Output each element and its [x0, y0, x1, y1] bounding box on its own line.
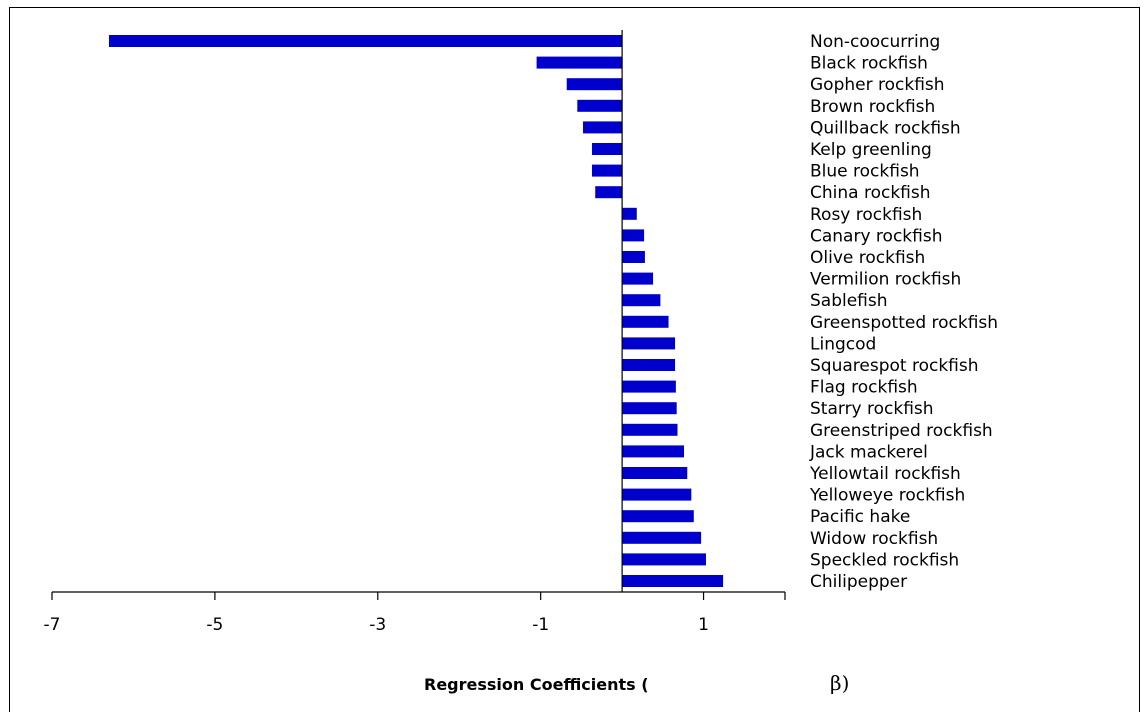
bar-canary-rockfish [622, 229, 645, 242]
bar-quillback-rockfish [583, 121, 623, 134]
bar-squarespot-rockfish [622, 359, 676, 371]
bar-sablefish [622, 294, 661, 307]
category-label: Starry rockfish [810, 399, 934, 419]
category-label: Vermilion rockfish [810, 270, 961, 290]
category-label: Yelloweye rockfish [809, 486, 965, 506]
bar-yelloweye-rockfish [622, 488, 692, 501]
category-label: Rosy rockfish [810, 205, 922, 225]
category-label: Black rockfish [810, 54, 928, 74]
bar-china-rockfish [595, 186, 623, 199]
bar-non-coocurring [109, 35, 623, 47]
category-label: Quillback rockfish [810, 118, 961, 138]
category-label: Lingcod [810, 334, 876, 354]
bar-widow-rockfish [622, 531, 702, 544]
category-label: Sablefish [810, 291, 888, 311]
bar-speckled-rockfish [622, 553, 706, 566]
category-label: Brown rockfish [810, 97, 935, 117]
bars-group [109, 35, 724, 587]
category-label: China rockfish [810, 183, 931, 203]
x-tick-label: -5 [206, 615, 223, 635]
bar-brown-rockfish [577, 99, 623, 112]
x-tick-label: -7 [44, 615, 61, 635]
category-label: Blue rockfish [810, 162, 920, 182]
x-tick-label: -3 [369, 615, 386, 635]
bar-greenstriped-rockfish [622, 423, 678, 436]
category-label: Jack mackerel [809, 442, 928, 462]
x-axis-title-beta: β) [830, 671, 849, 695]
bar-rosy-rockfish [622, 207, 637, 220]
category-label: Squarespot rockfish [810, 356, 979, 376]
category-label: Gopher rockfish [810, 75, 945, 95]
category-label: Yellowtail rockfish [809, 464, 961, 484]
category-label: Widow rockfish [810, 529, 938, 549]
category-label: Speckled rockfish [810, 550, 959, 570]
bar-jack-mackerel [622, 445, 685, 458]
category-label: Chilipepper [810, 572, 907, 592]
bar-starry-rockfish [622, 402, 677, 415]
bar-lingcod [622, 337, 676, 350]
category-label: Olive rockfish [810, 248, 925, 268]
bar-greenspotted-rockfish [622, 315, 669, 328]
category-label: Greenstriped rockfish [810, 421, 993, 441]
x-tick-label: -1 [532, 615, 549, 635]
category-label: Pacific hake [810, 507, 910, 527]
bar-vermilion-rockfish [622, 272, 654, 285]
bar-blue-rockfish [591, 164, 623, 177]
category-label: Flag rockfish [810, 378, 918, 398]
bar-black-rockfish [536, 56, 623, 69]
category-label: Non-coocurring [810, 32, 940, 52]
bar-gopher-rockfish [566, 78, 623, 91]
bar-flag-rockfish [622, 380, 676, 393]
bar-kelp-greenling [591, 143, 623, 155]
bar-chilipepper [622, 575, 724, 587]
x-ticks-group: -7 -5 -3 -1 1 [44, 592, 786, 635]
bar-pacific-hake [622, 510, 694, 523]
bar-yellowtail-rockfish [622, 467, 688, 479]
chart-frame [9, 7, 1140, 712]
bar-olive-rockfish [622, 251, 645, 263]
x-axis-title: Regression Coefficients ( [424, 675, 649, 694]
category-label: Canary rockfish [810, 226, 942, 246]
category-label: Greenspotted rockfish [810, 313, 998, 333]
category-label: Kelp greenling [810, 140, 932, 160]
x-tick-label: 1 [698, 615, 709, 635]
